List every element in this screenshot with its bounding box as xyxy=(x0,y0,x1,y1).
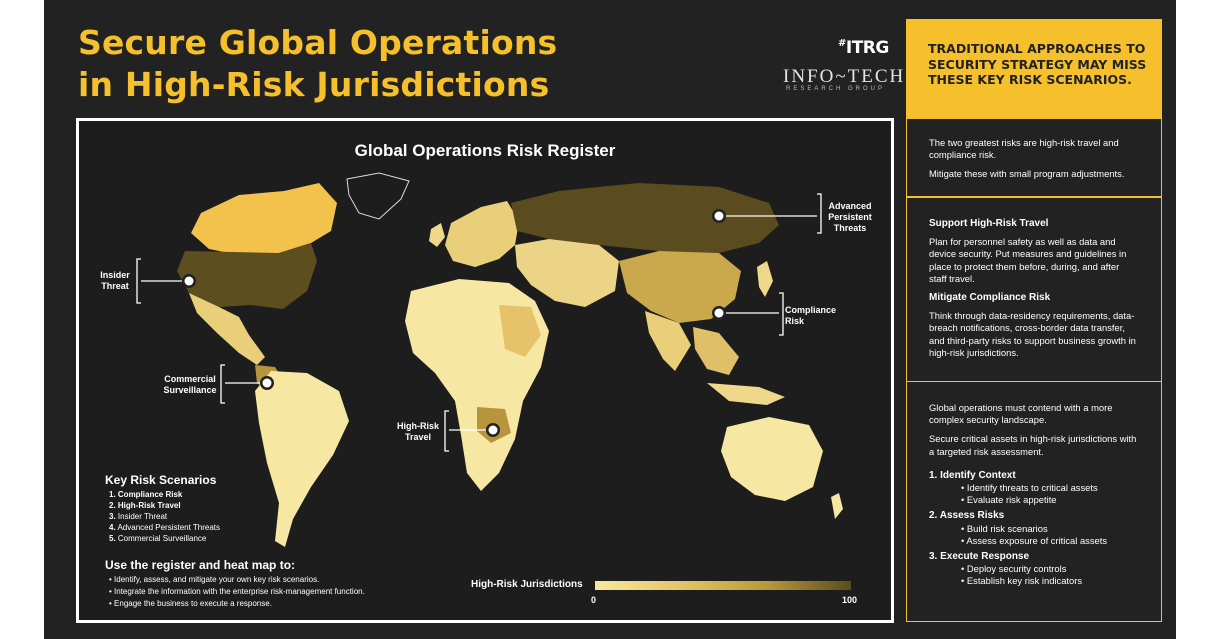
marker-insider[interactable] xyxy=(182,274,196,288)
list-item: Identify, assess, and mitigate your own … xyxy=(109,574,365,586)
step: 2. Assess Risks Build risk scenarios Ass… xyxy=(929,510,1139,547)
region-south-america xyxy=(255,371,349,547)
sidebar-box-steps: Global operations must contend with a mo… xyxy=(906,381,1162,622)
region-mexico xyxy=(189,293,265,365)
region-usa xyxy=(177,243,317,309)
key-risk-scenarios-list: 1. Compliance Risk 2. High-Risk Travel 3… xyxy=(109,489,220,544)
region-southeast-asia xyxy=(693,327,739,375)
marker-commercial[interactable] xyxy=(260,376,274,390)
callout-compliance-risk: Compliance Risk xyxy=(785,305,837,326)
use-register-list: Identify, assess, and mitigate your own … xyxy=(109,574,365,610)
region-japan xyxy=(757,261,773,297)
legend-min: 0 xyxy=(591,595,597,605)
use-register-title: Use the register and heat map to: xyxy=(105,558,296,572)
callout-insider-threat: Insider Threat xyxy=(100,270,130,291)
legend-gradient xyxy=(595,581,851,590)
list-item: 3. Insider Threat xyxy=(109,512,168,521)
region-central-africa xyxy=(499,305,541,357)
world-map xyxy=(136,172,843,547)
step: 3. Execute Response Deploy security cont… xyxy=(929,551,1139,588)
callout-bracket-apt xyxy=(719,193,822,234)
list-item: Evaluate risk appetite xyxy=(961,494,1139,506)
list-item: 2. High-Risk Travel xyxy=(109,501,181,510)
steps-list: 1. Identify Context Identify threats to … xyxy=(929,470,1139,588)
region-new-zealand xyxy=(831,493,843,519)
section-heading: Support High-Risk Travel xyxy=(929,218,1049,229)
page-title: Secure Global Operations in High-Risk Ju… xyxy=(78,23,558,104)
region-india xyxy=(645,311,691,371)
region-indonesia xyxy=(707,383,785,405)
callout-commercial-surveillance: Commercial Surveillance xyxy=(163,374,217,395)
marker-travel[interactable] xyxy=(486,423,500,437)
legend-max: 100 xyxy=(842,595,858,605)
list-item: Build risk scenarios xyxy=(961,523,1139,535)
region-china xyxy=(619,251,741,323)
region-middle-east xyxy=(515,239,619,307)
map-title: Global Operations Risk Register xyxy=(354,141,616,160)
region-uk xyxy=(429,223,445,247)
list-item: 4. Advanced Persistent Threats xyxy=(109,523,221,532)
list-item: Deploy security controls xyxy=(961,563,1139,575)
callout-bracket-travel xyxy=(444,410,493,452)
itrg-logo: #ITRG xyxy=(838,38,889,58)
region-europe xyxy=(445,201,519,267)
list-item: Establish key risk indicators xyxy=(961,575,1139,587)
region-russia xyxy=(511,183,779,253)
list-item: 5. Commercial Surveillance xyxy=(109,534,207,543)
legend-label: High-Risk Jurisdictions xyxy=(471,579,583,590)
list-item: 1. Compliance Risk xyxy=(109,490,183,499)
list-item: Identify threats to critical assets xyxy=(961,482,1139,494)
marker-apt[interactable] xyxy=(712,209,726,223)
callout-bracket-compliance xyxy=(719,292,784,336)
list-item: Integrate the information with the enter… xyxy=(109,586,365,598)
list-item: Assess exposure of critical assets xyxy=(961,535,1139,547)
section-heading: Mitigate Compliance Risk xyxy=(929,292,1051,304)
region-canada xyxy=(191,183,337,255)
region-australia xyxy=(721,417,823,501)
list-item: Engage the business to execute a respons… xyxy=(109,598,365,610)
callout-bracket-insider xyxy=(136,258,189,304)
key-risk-scenarios-title: Key Risk Scenarios xyxy=(105,473,217,487)
sidebar-box-summary: The two greatest risks are high-risk tra… xyxy=(906,119,1162,197)
infotech-logo-subtitle: RESEARCH GROUP xyxy=(786,86,886,92)
step: 1. Identify Context Identify threats to … xyxy=(929,470,1139,507)
infotech-logo: INFO~TECH xyxy=(783,66,906,87)
callout-advanced-persistent-threats: Advanced Persistent Threats xyxy=(828,201,872,233)
region-greenland xyxy=(346,172,410,220)
sidebar-box-risks: Support High-Risk Travel Plan for person… xyxy=(906,197,1162,382)
risk-map-panel: Global Operations Risk Register Advanced… xyxy=(76,118,894,623)
marker-compliance[interactable] xyxy=(712,306,726,320)
callout-high-risk-travel: High-Risk Travel xyxy=(396,421,439,442)
sidebar-heading: TRADITIONAL APPROACHES TO SECURITY STRAT… xyxy=(906,19,1162,119)
